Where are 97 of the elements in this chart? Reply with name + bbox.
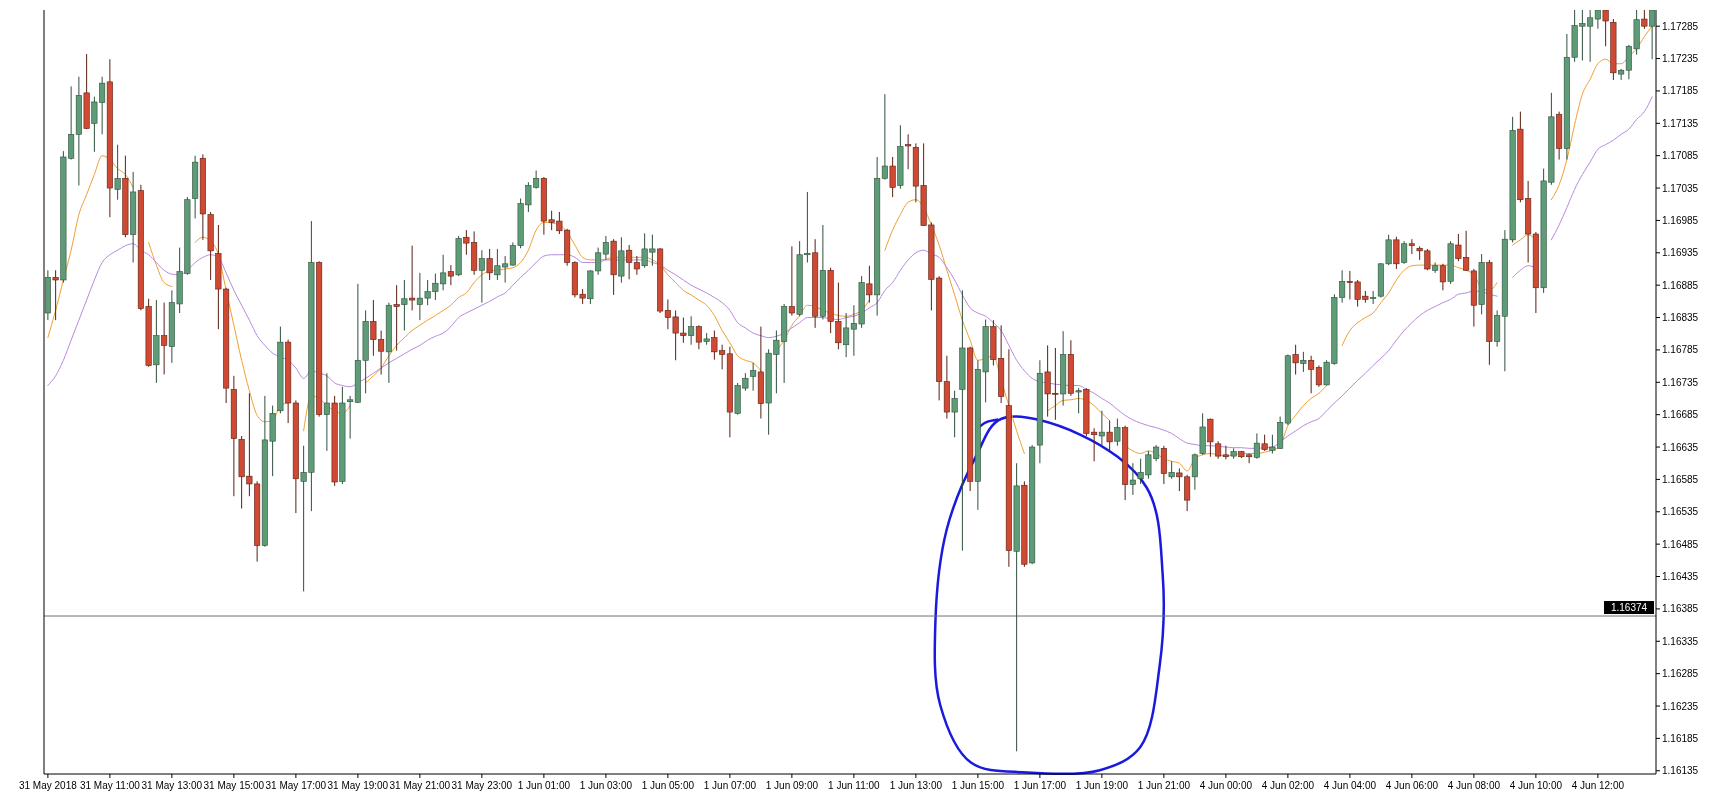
- candlestick: [843, 312, 850, 358]
- candlestick: [1393, 236, 1400, 270]
- y-tick-label: 1.16335: [1662, 635, 1699, 647]
- candlestick: [1106, 419, 1113, 453]
- candlestick: [1618, 68, 1625, 81]
- candlestick: [626, 244, 633, 280]
- candlestick: [788, 245, 795, 317]
- x-tick-label: 1 Jun 19:00: [1075, 780, 1129, 791]
- candlestick: [393, 284, 400, 352]
- candlestick: [1401, 240, 1408, 265]
- y-tick-label: 1.16835: [1662, 312, 1699, 324]
- candlestick: [114, 144, 121, 201]
- y-tick-label: 1.16185: [1662, 732, 1699, 744]
- candlestick: [881, 93, 888, 181]
- candlestick: [347, 395, 354, 440]
- x-tick-label: 31 May 19:00: [327, 780, 389, 791]
- x-tick-label: 31 May 13:00: [141, 780, 203, 791]
- x-tick-label: 4 Jun 00:00: [1199, 780, 1253, 791]
- x-tick-label: 4 Jun 04:00: [1323, 780, 1377, 791]
- candlestick: [1439, 263, 1446, 291]
- x-tick-label: 31 May 17:00: [265, 780, 327, 791]
- candlestick: [889, 156, 896, 198]
- x-tick-label: 1 Jun 13:00: [889, 780, 943, 791]
- candlestick: [409, 245, 416, 311]
- x-tick-label: 4 Jun 06:00: [1385, 780, 1439, 791]
- candlestick: [1641, 10, 1648, 30]
- y-tick-label: 1.16485: [1662, 538, 1699, 550]
- candlestick: [447, 264, 454, 286]
- x-tick-label: 1 Jun 21:00: [1137, 780, 1191, 791]
- y-tick-label: 1.16435: [1662, 571, 1699, 583]
- candlestick: [951, 390, 958, 438]
- y-tick-label: 1.17085: [1662, 150, 1699, 162]
- y-tick-label: 1.16535: [1662, 506, 1699, 518]
- x-tick-label: 1 Jun 05:00: [641, 780, 695, 791]
- candlestick: [161, 302, 168, 376]
- candlestick: [486, 248, 493, 281]
- x-tick-label: 4 Jun 02:00: [1261, 780, 1315, 791]
- candlestick: [478, 249, 485, 304]
- x-tick-label: 1 Jun 17:00: [1013, 780, 1067, 791]
- candlestick: [1207, 418, 1214, 458]
- y-tick-label: 1.16885: [1662, 279, 1699, 291]
- candlestick: [688, 315, 695, 346]
- y-tick-label: 1.16785: [1662, 344, 1699, 356]
- x-tick-label: 4 Jun 10:00: [1509, 780, 1563, 791]
- y-tick-label: 1.17285: [1662, 20, 1699, 32]
- x-tick-label: 1 Jun 11:00: [828, 780, 881, 791]
- candlestick: [1408, 238, 1415, 255]
- candlestick: [633, 255, 640, 276]
- candlestick: [1308, 355, 1315, 394]
- x-tick-label: 4 Jun 12:00: [1571, 780, 1625, 791]
- y-tick-label: 1.17235: [1662, 53, 1699, 65]
- y-tick-label: 1.16985: [1662, 214, 1699, 226]
- candlestick: [1129, 462, 1136, 496]
- candlestick: [1315, 364, 1322, 388]
- x-tick-label: 31 May 2018: [18, 780, 78, 791]
- candlestick: [1114, 418, 1121, 447]
- y-tick-label: 1.16135: [1662, 765, 1699, 777]
- candlestick: [695, 324, 702, 350]
- y-tick-label: 1.16585: [1662, 473, 1699, 485]
- candlestick: [1292, 344, 1299, 376]
- y-tick-label: 1.16735: [1662, 376, 1699, 388]
- x-tick-label: 1 Jun 15:00: [951, 780, 1005, 791]
- candlestick: [905, 133, 912, 170]
- y-tick-label: 1.16385: [1662, 603, 1699, 615]
- candlestick: [1098, 410, 1105, 447]
- x-tick-label: 31 May 11:00: [79, 780, 141, 791]
- candlestick: [866, 265, 873, 304]
- x-tick-label: 1 Jun 09:00: [765, 780, 819, 791]
- candlestick: [1594, 10, 1601, 30]
- candlestick: [52, 269, 59, 321]
- ref-line-label: 1.16374: [1610, 602, 1648, 614]
- y-tick-label: 1.17185: [1662, 85, 1699, 97]
- x-tick-label: 1 Jun 01:00: [517, 780, 571, 791]
- x-tick-label: 4 Jun 08:00: [1447, 780, 1501, 791]
- candlestick: [1602, 10, 1609, 47]
- x-tick-label: 31 May 21:00: [389, 780, 451, 791]
- y-tick-label: 1.16285: [1662, 668, 1699, 680]
- candlestick: [1370, 290, 1377, 305]
- candlestick: [1253, 432, 1260, 460]
- y-tick-label: 1.17135: [1662, 117, 1699, 129]
- candlestick: [323, 372, 330, 452]
- candlestick: [1075, 387, 1082, 414]
- candlestick: [1300, 351, 1307, 373]
- y-tick-label: 1.16685: [1662, 409, 1699, 421]
- candlestick: [1191, 453, 1198, 491]
- x-tick-label: 1 Jun 03:00: [579, 780, 633, 791]
- x-tick-label: 31 May 23:00: [451, 780, 513, 791]
- y-tick-label: 1.16635: [1662, 441, 1699, 453]
- candlestick: [1222, 445, 1229, 460]
- x-tick-label: 1 Jun 07:00: [703, 780, 757, 791]
- y-tick-label: 1.16235: [1662, 700, 1699, 712]
- x-tick-label: 31 May 15:00: [203, 780, 265, 791]
- candlestick: [401, 279, 408, 331]
- y-tick-label: 1.16935: [1662, 247, 1699, 259]
- candlestick: [602, 235, 609, 261]
- y-tick-label: 1.17035: [1662, 182, 1699, 194]
- candlestick: [750, 362, 757, 392]
